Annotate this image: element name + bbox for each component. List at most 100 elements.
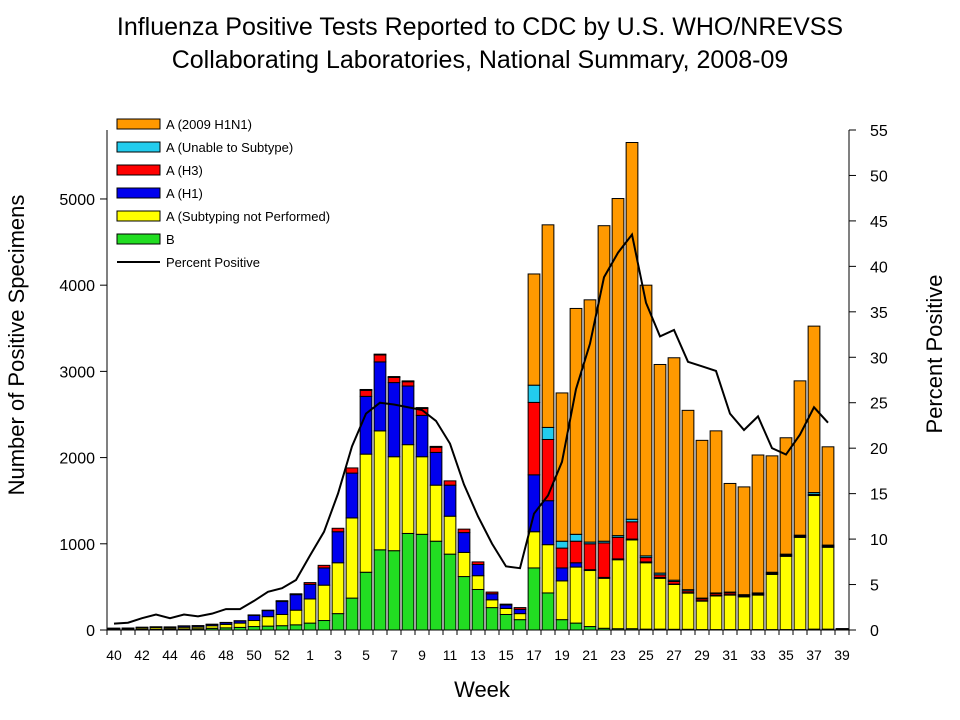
x-tick-label: 42 <box>134 647 150 663</box>
bar-segment <box>345 472 359 519</box>
x-tick-label: 5 <box>362 647 370 663</box>
x-tick-label: 1 <box>306 647 314 663</box>
bar-segment <box>415 414 429 458</box>
x-tick-label: 3 <box>334 647 342 663</box>
bar-segment <box>359 571 373 631</box>
bar-segment <box>555 547 569 569</box>
bar-segment <box>569 562 583 568</box>
bar-segment <box>723 594 737 631</box>
legend-label: A (H3) <box>166 163 203 178</box>
bar-segment <box>513 619 527 631</box>
bar-segment <box>597 225 611 542</box>
y-axis-label: Number of Positive Specimens <box>4 195 29 496</box>
bar-segment <box>317 564 331 569</box>
bar-segment <box>751 594 765 631</box>
bar-segment <box>597 577 611 629</box>
y-tick-label: 4000 <box>59 278 95 295</box>
bar-segment <box>457 551 471 578</box>
legend-label: Percent Positive <box>166 255 260 270</box>
bar-segment <box>401 381 415 387</box>
chart-title-line1: Influenza Positive Tests Reported to CDC… <box>117 13 843 41</box>
bar-segment <box>443 515 457 555</box>
bar-segment <box>625 521 639 540</box>
bar-segment <box>387 382 401 458</box>
bar-segment <box>485 599 499 609</box>
bar-segment <box>373 430 387 551</box>
x-tick-label: 15 <box>498 647 514 663</box>
x-tick-label: 37 <box>806 647 822 663</box>
bar-segment <box>429 451 443 486</box>
bar-segment <box>247 626 261 631</box>
bar-segment <box>317 567 331 586</box>
bar-segment <box>527 384 541 403</box>
x-tick-label: 9 <box>418 647 426 663</box>
x-tick-label: 44 <box>162 647 178 663</box>
bar-segment <box>429 484 443 542</box>
y2-tick-label: 15 <box>870 487 888 504</box>
bar-segment <box>653 363 667 574</box>
x-tick-label: 21 <box>582 647 598 663</box>
legend-swatch <box>116 210 161 222</box>
bar-series-group <box>107 142 849 631</box>
bar-segment <box>737 596 751 631</box>
bar-segment <box>499 603 513 606</box>
x-tick-label: 7 <box>390 647 398 663</box>
bar-segment <box>233 622 247 628</box>
bar-segment <box>373 353 387 356</box>
y-tick-label: 2000 <box>59 451 95 468</box>
bar-segment <box>317 584 331 622</box>
bar-segment <box>527 567 541 631</box>
bar-segment <box>709 430 723 594</box>
bar-segment <box>401 532 415 631</box>
bar-segment <box>289 609 303 626</box>
y2-tick-label: 50 <box>870 168 888 185</box>
legend-swatch <box>116 141 161 153</box>
bar-segment <box>625 142 639 520</box>
bar-segment <box>387 376 401 378</box>
bar-segment <box>275 613 289 627</box>
x-tick-label: 29 <box>694 647 710 663</box>
bar-segment <box>541 224 555 428</box>
bar-segment <box>569 566 583 624</box>
bar-segment <box>583 299 597 543</box>
x-tick-label: 31 <box>722 647 738 663</box>
bar-segment <box>499 613 513 631</box>
bar-segment <box>471 561 485 565</box>
x-axis-label: Week <box>454 677 511 702</box>
x-tick-label: 33 <box>750 647 766 663</box>
y-tick-label: 0 <box>86 623 95 640</box>
bar-segment <box>331 531 345 564</box>
bar-segment <box>359 388 373 391</box>
bar-segment <box>331 613 345 631</box>
bar-segment <box>331 527 345 533</box>
bar-segment <box>639 557 653 563</box>
bar-segment <box>303 622 317 631</box>
x-tick-label: 11 <box>443 647 458 663</box>
bar-segment <box>793 380 807 536</box>
bar-segment <box>331 562 345 615</box>
bar-segment <box>541 544 555 594</box>
bar-segment <box>541 426 555 440</box>
x-tick-label: 17 <box>526 647 542 663</box>
y-tick-label: 5000 <box>59 192 95 209</box>
bar-segment <box>569 307 583 535</box>
bar-segment <box>457 528 471 534</box>
bar-segment <box>303 582 317 585</box>
bar-segment <box>471 588 485 631</box>
bar-segment <box>387 456 401 552</box>
bar-segment <box>667 357 681 581</box>
x-tick-label: 48 <box>218 647 234 663</box>
bar-segment <box>555 392 569 542</box>
bar-segment <box>471 563 485 577</box>
bar-segment <box>667 583 681 630</box>
bar-segment <box>373 354 387 363</box>
bar-segment <box>261 616 275 627</box>
bar-segment <box>359 453 373 573</box>
bar-segment <box>555 540 569 549</box>
legend-label: A (2009 H1N1) <box>166 117 252 132</box>
bar-segment <box>485 593 499 601</box>
bar-segment <box>583 626 597 631</box>
bar-segment <box>429 540 443 631</box>
bar-segment <box>681 409 695 591</box>
